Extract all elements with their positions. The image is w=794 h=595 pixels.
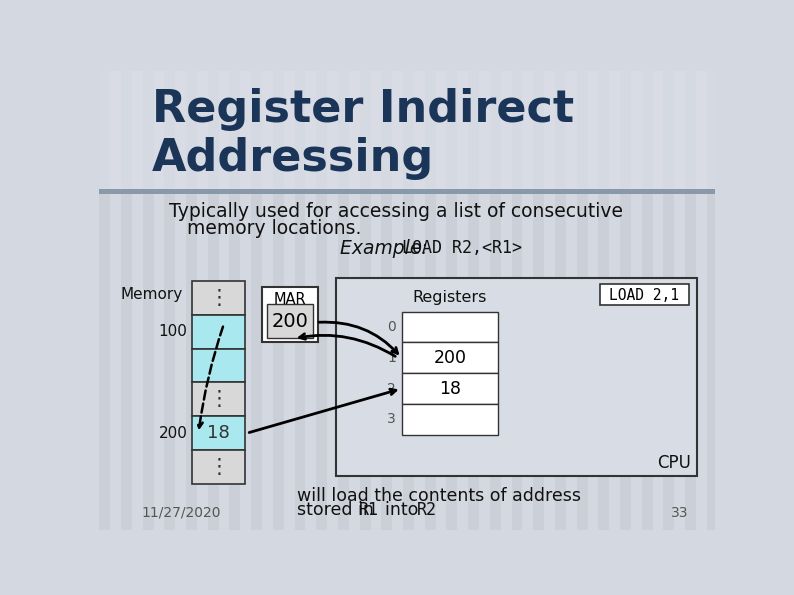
Bar xyxy=(229,71,241,530)
Bar xyxy=(664,71,674,530)
Bar xyxy=(192,349,245,383)
Bar xyxy=(446,71,457,530)
Text: 0: 0 xyxy=(387,320,396,334)
Text: Example:: Example: xyxy=(340,239,434,258)
Bar xyxy=(600,284,689,305)
Bar xyxy=(251,71,262,530)
Text: R2: R2 xyxy=(417,501,437,519)
Text: 3: 3 xyxy=(387,412,396,427)
Bar xyxy=(381,71,392,530)
Text: into: into xyxy=(375,501,424,519)
Text: 18: 18 xyxy=(207,424,230,442)
Bar xyxy=(685,71,696,530)
Bar xyxy=(192,450,245,484)
Text: will load the contents of address: will load the contents of address xyxy=(297,487,581,505)
Bar xyxy=(511,71,522,530)
Text: 100: 100 xyxy=(159,324,187,339)
Bar xyxy=(99,189,715,194)
Bar xyxy=(164,71,175,530)
Text: stored in: stored in xyxy=(297,501,380,519)
Bar xyxy=(468,71,479,530)
Bar xyxy=(192,315,245,349)
Bar xyxy=(534,71,544,530)
Text: Typically used for accessing a list of consecutive: Typically used for accessing a list of c… xyxy=(169,202,623,221)
Bar xyxy=(192,383,245,416)
Bar xyxy=(121,71,132,530)
Bar xyxy=(192,416,245,450)
Text: ⋮: ⋮ xyxy=(208,457,229,477)
Bar xyxy=(402,404,499,435)
Bar xyxy=(576,71,588,530)
Bar xyxy=(295,71,306,530)
Text: MAR: MAR xyxy=(274,292,306,308)
Text: Register Indirect: Register Indirect xyxy=(152,88,574,131)
Bar xyxy=(402,343,499,373)
Text: LOAD 2,1: LOAD 2,1 xyxy=(610,288,680,303)
Bar xyxy=(186,71,197,530)
Text: Registers: Registers xyxy=(413,290,488,305)
Bar xyxy=(143,71,153,530)
Bar xyxy=(555,71,566,530)
Bar xyxy=(642,71,653,530)
Text: ⋮: ⋮ xyxy=(208,288,229,308)
Bar xyxy=(402,312,499,343)
Text: Memory: Memory xyxy=(121,287,183,302)
Bar xyxy=(336,278,697,477)
Text: CPU: CPU xyxy=(657,454,691,472)
Bar xyxy=(99,71,715,193)
Bar xyxy=(338,71,349,530)
Bar xyxy=(490,71,501,530)
Bar xyxy=(262,287,318,343)
Bar xyxy=(599,71,609,530)
Text: 1: 1 xyxy=(387,351,396,365)
Bar xyxy=(192,281,245,315)
Bar xyxy=(620,71,631,530)
Text: ⋮: ⋮ xyxy=(208,389,229,409)
Bar xyxy=(99,71,110,530)
Text: Addressing: Addressing xyxy=(152,137,434,180)
Bar xyxy=(360,71,371,530)
Text: memory locations.: memory locations. xyxy=(169,219,361,238)
Text: 200: 200 xyxy=(272,312,308,331)
Text: 33: 33 xyxy=(671,506,688,519)
Text: LOAD R2,<R1>: LOAD R2,<R1> xyxy=(402,239,522,257)
Text: 200: 200 xyxy=(434,349,466,367)
Text: 18: 18 xyxy=(439,380,461,397)
Bar xyxy=(267,304,313,338)
Text: 2: 2 xyxy=(387,381,396,396)
Bar xyxy=(707,71,718,530)
Text: R1: R1 xyxy=(359,501,379,519)
Bar xyxy=(273,71,283,530)
Bar xyxy=(316,71,327,530)
Bar xyxy=(402,373,499,404)
Bar xyxy=(208,71,218,530)
Text: 11/27/2020: 11/27/2020 xyxy=(142,506,222,519)
Bar xyxy=(425,71,436,530)
Text: 200: 200 xyxy=(159,426,187,441)
Bar xyxy=(403,71,414,530)
